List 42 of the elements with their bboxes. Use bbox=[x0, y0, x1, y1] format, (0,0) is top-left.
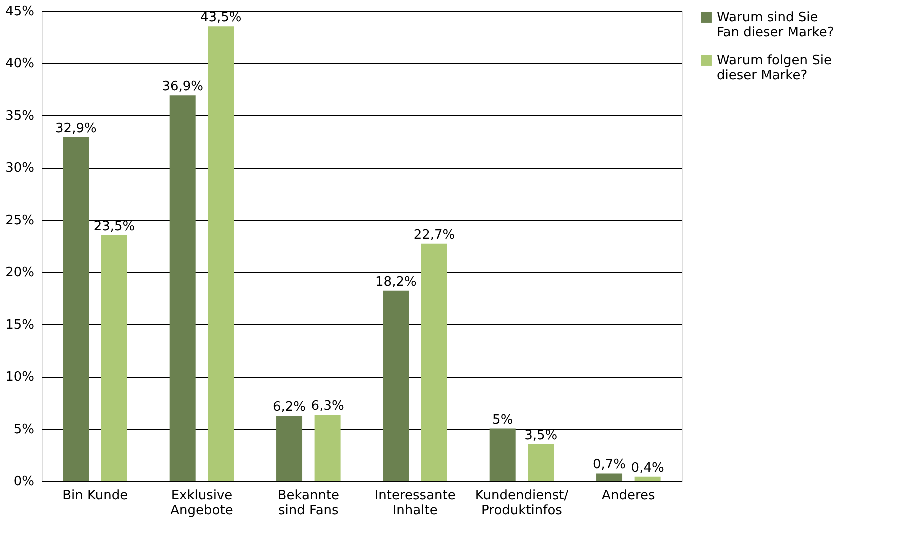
legend-label: Warum sind Sie Fan dieser Marke? bbox=[717, 10, 834, 40]
bar bbox=[170, 96, 196, 481]
data-label: 36,9% bbox=[162, 80, 204, 95]
bar bbox=[490, 428, 516, 481]
data-label: 22,7% bbox=[414, 228, 456, 243]
bar bbox=[634, 476, 661, 481]
legend-label: Warum folgen Sie dieser Marke? bbox=[717, 54, 832, 84]
data-label: 6,2% bbox=[273, 400, 306, 416]
x-tick-label: Anderes bbox=[602, 488, 656, 504]
y-tick-label: 5% bbox=[14, 422, 34, 438]
y-tick-label: 45% bbox=[6, 4, 34, 20]
bar bbox=[596, 474, 623, 481]
bar bbox=[314, 415, 341, 481]
data-label: 6,3% bbox=[311, 399, 344, 414]
bar bbox=[63, 137, 90, 481]
x-tick-label: Kundendienst/ Produktinfos bbox=[475, 488, 570, 518]
y-tick-label: 0% bbox=[14, 474, 34, 490]
x-tick-label: Interessante Inhalte bbox=[374, 488, 456, 518]
x-tick-label: Exklusive Angebote bbox=[170, 488, 234, 518]
y-tick-label: 40% bbox=[6, 56, 34, 72]
y-tick-label: 25% bbox=[6, 213, 34, 228]
data-label: 23,5% bbox=[94, 220, 136, 235]
bar bbox=[383, 290, 410, 481]
data-label: 43,5% bbox=[200, 10, 242, 26]
y-tick-label: 20% bbox=[6, 266, 34, 281]
y-tick-label: 10% bbox=[6, 370, 34, 386]
data-label: 0,7% bbox=[593, 458, 626, 473]
bar bbox=[421, 244, 448, 481]
data-label: 18,2% bbox=[376, 274, 417, 290]
y-tick-label: 35% bbox=[6, 108, 34, 124]
x-tick-label: Bin Kunde bbox=[62, 488, 128, 504]
y-tick-label: 30% bbox=[6, 161, 34, 176]
data-label: 32,9% bbox=[56, 121, 97, 136]
bar bbox=[276, 416, 303, 481]
bar bbox=[208, 26, 234, 481]
data-label: 5% bbox=[492, 412, 514, 428]
y-tick-label: 15% bbox=[6, 318, 34, 333]
bar bbox=[101, 236, 128, 481]
data-label: 3,5% bbox=[524, 428, 558, 444]
data-label: 0,4% bbox=[631, 460, 664, 476]
x-tick-label: Bekannte sind Fans bbox=[278, 488, 340, 518]
bar bbox=[528, 444, 554, 481]
